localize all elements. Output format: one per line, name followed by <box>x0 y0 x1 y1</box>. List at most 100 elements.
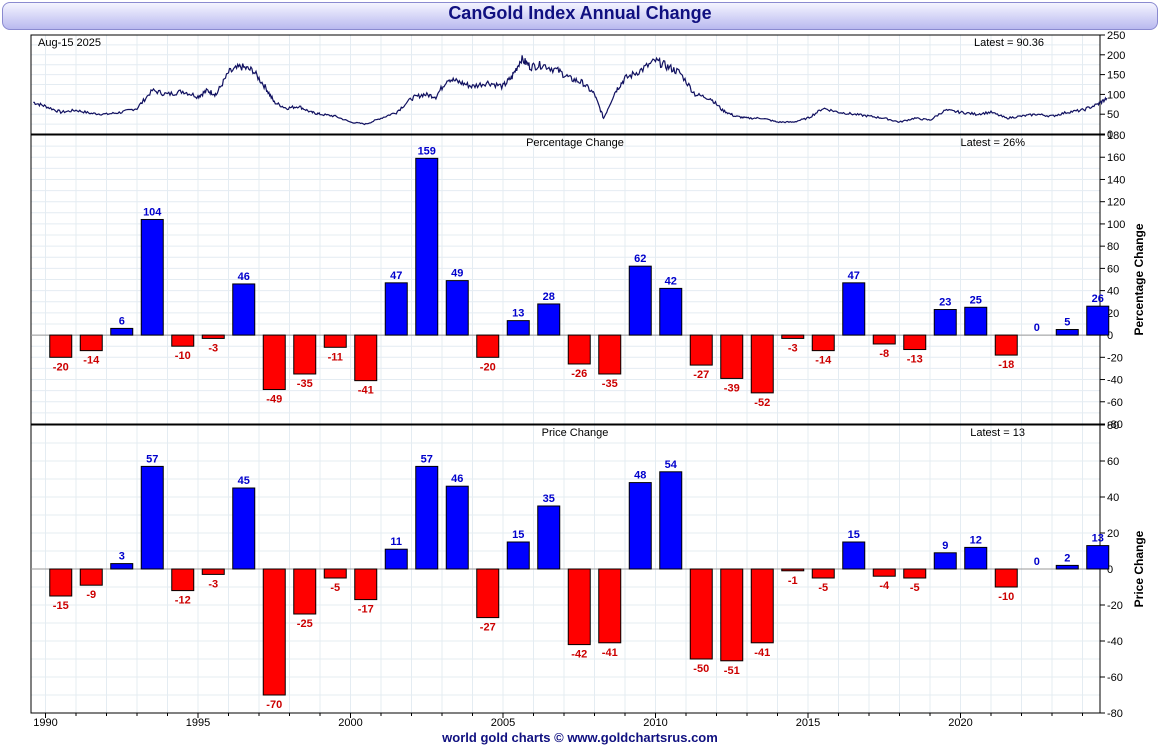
bar-2004 <box>476 334 500 358</box>
bar-label-2021: -10 <box>998 591 1014 603</box>
bar-2010 <box>659 287 683 336</box>
bar-1994 <box>171 334 195 347</box>
bar-2021 <box>994 334 1018 356</box>
bar-label-2005: 15 <box>512 529 524 541</box>
bar-label-2007: -42 <box>571 649 587 661</box>
bar-label-1999: -11 <box>328 351 343 363</box>
bar-2021 <box>994 568 1018 588</box>
x-tick-label: 2005 <box>491 717 515 729</box>
bar-label-2014: -3 <box>788 342 798 354</box>
bar-label-2000: -17 <box>358 604 374 616</box>
bar-label-2023: 5 <box>1064 317 1070 329</box>
bar-2002 <box>415 157 439 336</box>
bar-1998 <box>293 334 317 375</box>
y-tick-label: 140 <box>1107 174 1125 186</box>
bar-2009 <box>628 482 652 570</box>
bar-2007 <box>567 568 591 646</box>
bar-1992 <box>110 563 134 570</box>
bar-label-1993: 57 <box>146 453 158 465</box>
bar-label-2003: 49 <box>451 268 463 280</box>
bar-label-2020: 25 <box>970 294 982 306</box>
bar-2003 <box>445 280 469 336</box>
bar-2001 <box>384 548 408 570</box>
bar-label-2015: -14 <box>815 355 832 367</box>
bar-label-2007: -26 <box>571 368 587 380</box>
bar-2005 <box>506 320 530 336</box>
bar-1993 <box>140 218 164 336</box>
bar-label-1997: -49 <box>266 394 282 406</box>
bar-2015 <box>811 568 835 579</box>
bar-label-2024: 26 <box>1092 293 1104 305</box>
panel-latest-label: Latest = 13 <box>970 427 1025 439</box>
bar-1995 <box>201 568 225 575</box>
bar-2000 <box>354 334 378 382</box>
bar-label-2018: -5 <box>910 582 920 594</box>
bar-1992 <box>110 327 134 336</box>
bar-label-2013: -52 <box>754 397 770 409</box>
bar-label-2015: -5 <box>818 582 828 594</box>
bar-2019 <box>933 309 957 336</box>
y-tick-label: 60 <box>1107 456 1119 468</box>
bar-label-2020: 12 <box>970 534 982 546</box>
y-tick-label: 80 <box>1107 241 1119 253</box>
bar-label-2008: -35 <box>602 378 618 390</box>
y-tick-label: 50 <box>1107 109 1119 121</box>
index-latest-label: Latest = 90.36 <box>974 37 1044 49</box>
bar-label-2003: 46 <box>451 473 463 485</box>
y-tick-label: 0 <box>1107 564 1113 576</box>
bar-2024 <box>1086 545 1110 570</box>
bar-1997 <box>262 334 286 391</box>
percentage-panel: -80-60-40-20020406080100120140160180-20-… <box>30 130 1146 431</box>
y-tick-label: 100 <box>1107 219 1125 231</box>
y-axis-label: Price Change <box>1132 530 1146 607</box>
bar-label-1995: -3 <box>208 342 218 354</box>
bar-2014 <box>781 334 805 339</box>
bar-2005 <box>506 541 530 570</box>
bar-label-1996: 45 <box>238 475 250 487</box>
bar-2000 <box>354 568 378 601</box>
bar-2016 <box>842 282 866 336</box>
bar-2017 <box>872 568 896 577</box>
bar-label-2000: -41 <box>358 385 374 397</box>
x-tick-label: 2010 <box>643 717 667 729</box>
bar-label-2022: 0 <box>1034 556 1040 568</box>
x-tick-label: 1990 <box>33 717 57 729</box>
bar-label-1992: 3 <box>119 551 125 563</box>
y-tick-label: 40 <box>1107 492 1119 504</box>
bar-2011 <box>689 334 713 366</box>
bar-label-2019: 9 <box>942 540 948 552</box>
bar-1996 <box>232 283 256 336</box>
bar-label-2004: -20 <box>480 361 496 373</box>
bar-2023 <box>1055 564 1079 570</box>
bar-label-2002: 57 <box>421 453 433 465</box>
bar-1991 <box>79 568 103 586</box>
price-panel: -80-60-40-20020406080-15-9357-12-345-70-… <box>30 420 1146 720</box>
bar-label-1993: 104 <box>143 206 162 218</box>
bar-1998 <box>293 568 317 615</box>
bar-2010 <box>659 471 683 570</box>
bar-label-2006: 35 <box>543 493 555 505</box>
bar-2020 <box>964 546 988 570</box>
bar-2019 <box>933 552 957 570</box>
bar-2008 <box>598 334 622 375</box>
bar-2013 <box>750 568 774 644</box>
bar-label-1991: -14 <box>83 355 100 367</box>
y-tick-label: 60 <box>1107 263 1119 275</box>
bar-2006 <box>537 505 561 570</box>
bar-2023 <box>1055 329 1079 336</box>
x-tick-label: 1995 <box>186 717 210 729</box>
bar-label-1992: 6 <box>119 315 125 327</box>
bar-1990 <box>49 568 73 597</box>
bar-label-1990: -15 <box>53 600 69 612</box>
bar-label-2017: -4 <box>879 580 890 592</box>
y-tick-label: -60 <box>1107 397 1123 409</box>
x-tick-label: 2000 <box>338 717 362 729</box>
bar-label-2001: 47 <box>390 270 402 282</box>
bar-2020 <box>964 306 988 336</box>
bar-label-2019: 23 <box>939 297 951 309</box>
plot-border <box>30 134 1101 425</box>
bar-label-2011: -27 <box>693 369 709 381</box>
bar-2018 <box>903 568 927 579</box>
bar-2008 <box>598 568 622 644</box>
